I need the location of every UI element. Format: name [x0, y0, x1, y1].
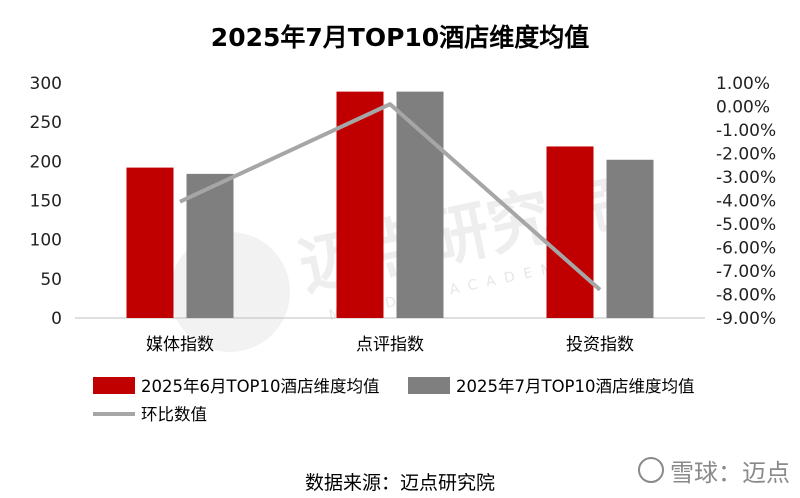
y-left-tick-label: 0 — [51, 309, 62, 329]
y-right-tick-label: -4.00% — [716, 192, 776, 212]
bar-july — [186, 173, 234, 318]
y-left-tick-label: 200 — [30, 152, 62, 172]
legend-swatch-july — [408, 377, 450, 394]
brand-text: 雪球：迈点 — [670, 459, 790, 487]
x-tick-label: 投资指数 — [566, 335, 634, 355]
y-left-tick-label: 50 — [40, 270, 62, 290]
legend-label-mom: 环比数值 — [141, 405, 207, 424]
chart-title: 2025年7月TOP10酒店维度均值 — [211, 23, 589, 52]
y-right-tick-label: 0.00% — [716, 98, 770, 118]
y-right-tick-label: -9.00% — [716, 309, 776, 329]
line-series — [179, 102, 602, 292]
y-left-tick-label: 100 — [30, 231, 62, 251]
y-right-tick-label: -7.00% — [716, 262, 776, 282]
y-right-tick-label: -2.00% — [716, 145, 776, 165]
y-right-tick-label: -8.00% — [716, 286, 776, 306]
bars — [126, 91, 654, 318]
bar-july — [396, 91, 444, 318]
x-axis-labels: 媒体指数 点评指数 投资指数 — [146, 335, 634, 355]
y-left-tick-label: 250 — [30, 113, 62, 133]
bar-june — [546, 146, 594, 318]
legend-label-july: 2025年7月TOP10酒店维度均值 — [456, 377, 695, 396]
y-left-tick-label: 300 — [30, 74, 62, 94]
y-axis-left: 0 50 100 150 200 250 300 — [30, 74, 62, 329]
source-note: 数据来源：迈点研究院 — [305, 472, 495, 494]
bar-june — [126, 167, 174, 318]
y-axis-right: 1.00% 0.00% -1.00% -2.00% -3.00% -4.00% -5.00%… — [716, 74, 776, 329]
y-right-tick-label: -3.00% — [716, 168, 776, 188]
y-right-tick-label: -1.00% — [716, 121, 776, 141]
y-left-tick-label: 150 — [30, 192, 62, 212]
legend-swatch-june — [93, 377, 135, 394]
y-right-tick-label: 1.00% — [716, 74, 770, 94]
x-tick-label: 点评指数 — [356, 335, 424, 355]
legend-label-june: 2025年6月TOP10酒店维度均值 — [141, 377, 380, 396]
brand-watermark: 雪球：迈点 — [638, 457, 790, 487]
y-right-tick-label: -5.00% — [716, 215, 776, 235]
bar-july — [606, 159, 654, 318]
bar-june — [336, 91, 384, 318]
snowball-icon — [638, 457, 664, 483]
x-tick-label: 媒体指数 — [146, 335, 214, 355]
mom-line — [179, 102, 602, 292]
legend: 2025年6月TOP10酒店维度均值 2025年7月TOP10酒店维度均值 环比… — [93, 377, 695, 424]
y-right-tick-label: -6.00% — [716, 239, 776, 259]
